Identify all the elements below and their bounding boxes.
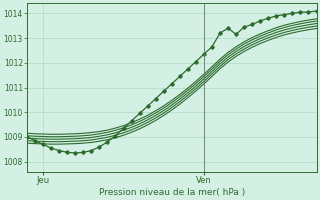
X-axis label: Pression niveau de la mer( hPa ): Pression niveau de la mer( hPa ): [99, 188, 245, 197]
